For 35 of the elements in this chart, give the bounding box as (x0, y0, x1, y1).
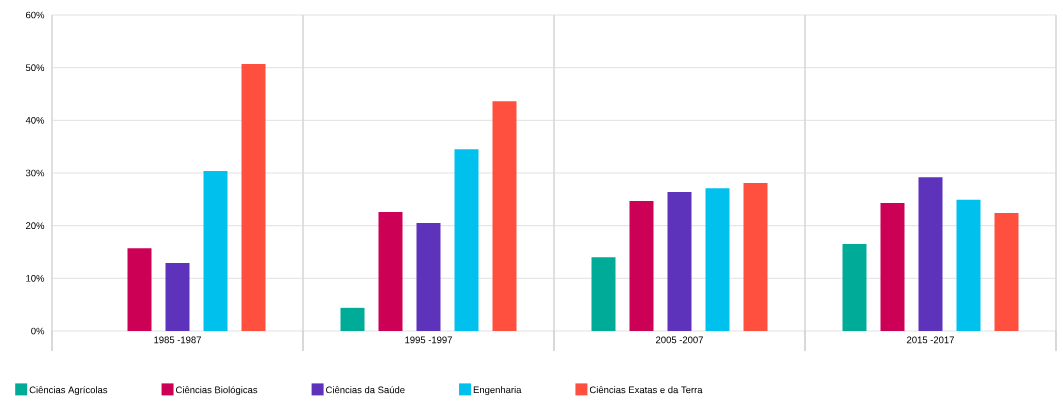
bar (956, 199, 981, 331)
y-tick-label: 10% (26, 274, 45, 282)
bar (591, 257, 616, 331)
bar (340, 307, 365, 331)
y-tick-label: 20% (26, 222, 45, 230)
legend-label: Ciências da Saúde (326, 386, 405, 394)
legend-label: Ciências Exatas e da Terra (589, 386, 703, 394)
y-tick-label: 0% (31, 327, 45, 335)
bar (880, 203, 905, 331)
bar (165, 263, 190, 331)
bar (743, 183, 768, 331)
bar (667, 191, 692, 331)
bar (994, 213, 1019, 331)
bar (705, 188, 730, 331)
y-tick-label: 50% (25, 64, 45, 72)
legend-label: Engenharia (473, 386, 522, 396)
bar (492, 101, 517, 331)
y-tick-label: 40% (25, 116, 45, 124)
y-tick-label: 60% (26, 11, 45, 19)
bar (454, 149, 479, 331)
bar (842, 244, 867, 331)
bar (203, 170, 228, 331)
bar (127, 248, 152, 331)
y-tick-label: 30% (25, 169, 45, 177)
x-tick-label: 2015 -2017 (907, 336, 954, 344)
x-tick-label: 1985 -1987 (154, 336, 201, 344)
legend-label: Ciências Biológicas (176, 386, 258, 396)
bar (416, 223, 441, 331)
bar (241, 63, 266, 331)
bar (629, 200, 654, 331)
bar (378, 211, 403, 331)
x-tick-label: 2005 -2007 (656, 336, 703, 344)
bar (918, 177, 943, 331)
x-tick-label: 1995 -1997 (405, 336, 452, 344)
legend-label: Ciências Agrícolas (29, 386, 108, 396)
